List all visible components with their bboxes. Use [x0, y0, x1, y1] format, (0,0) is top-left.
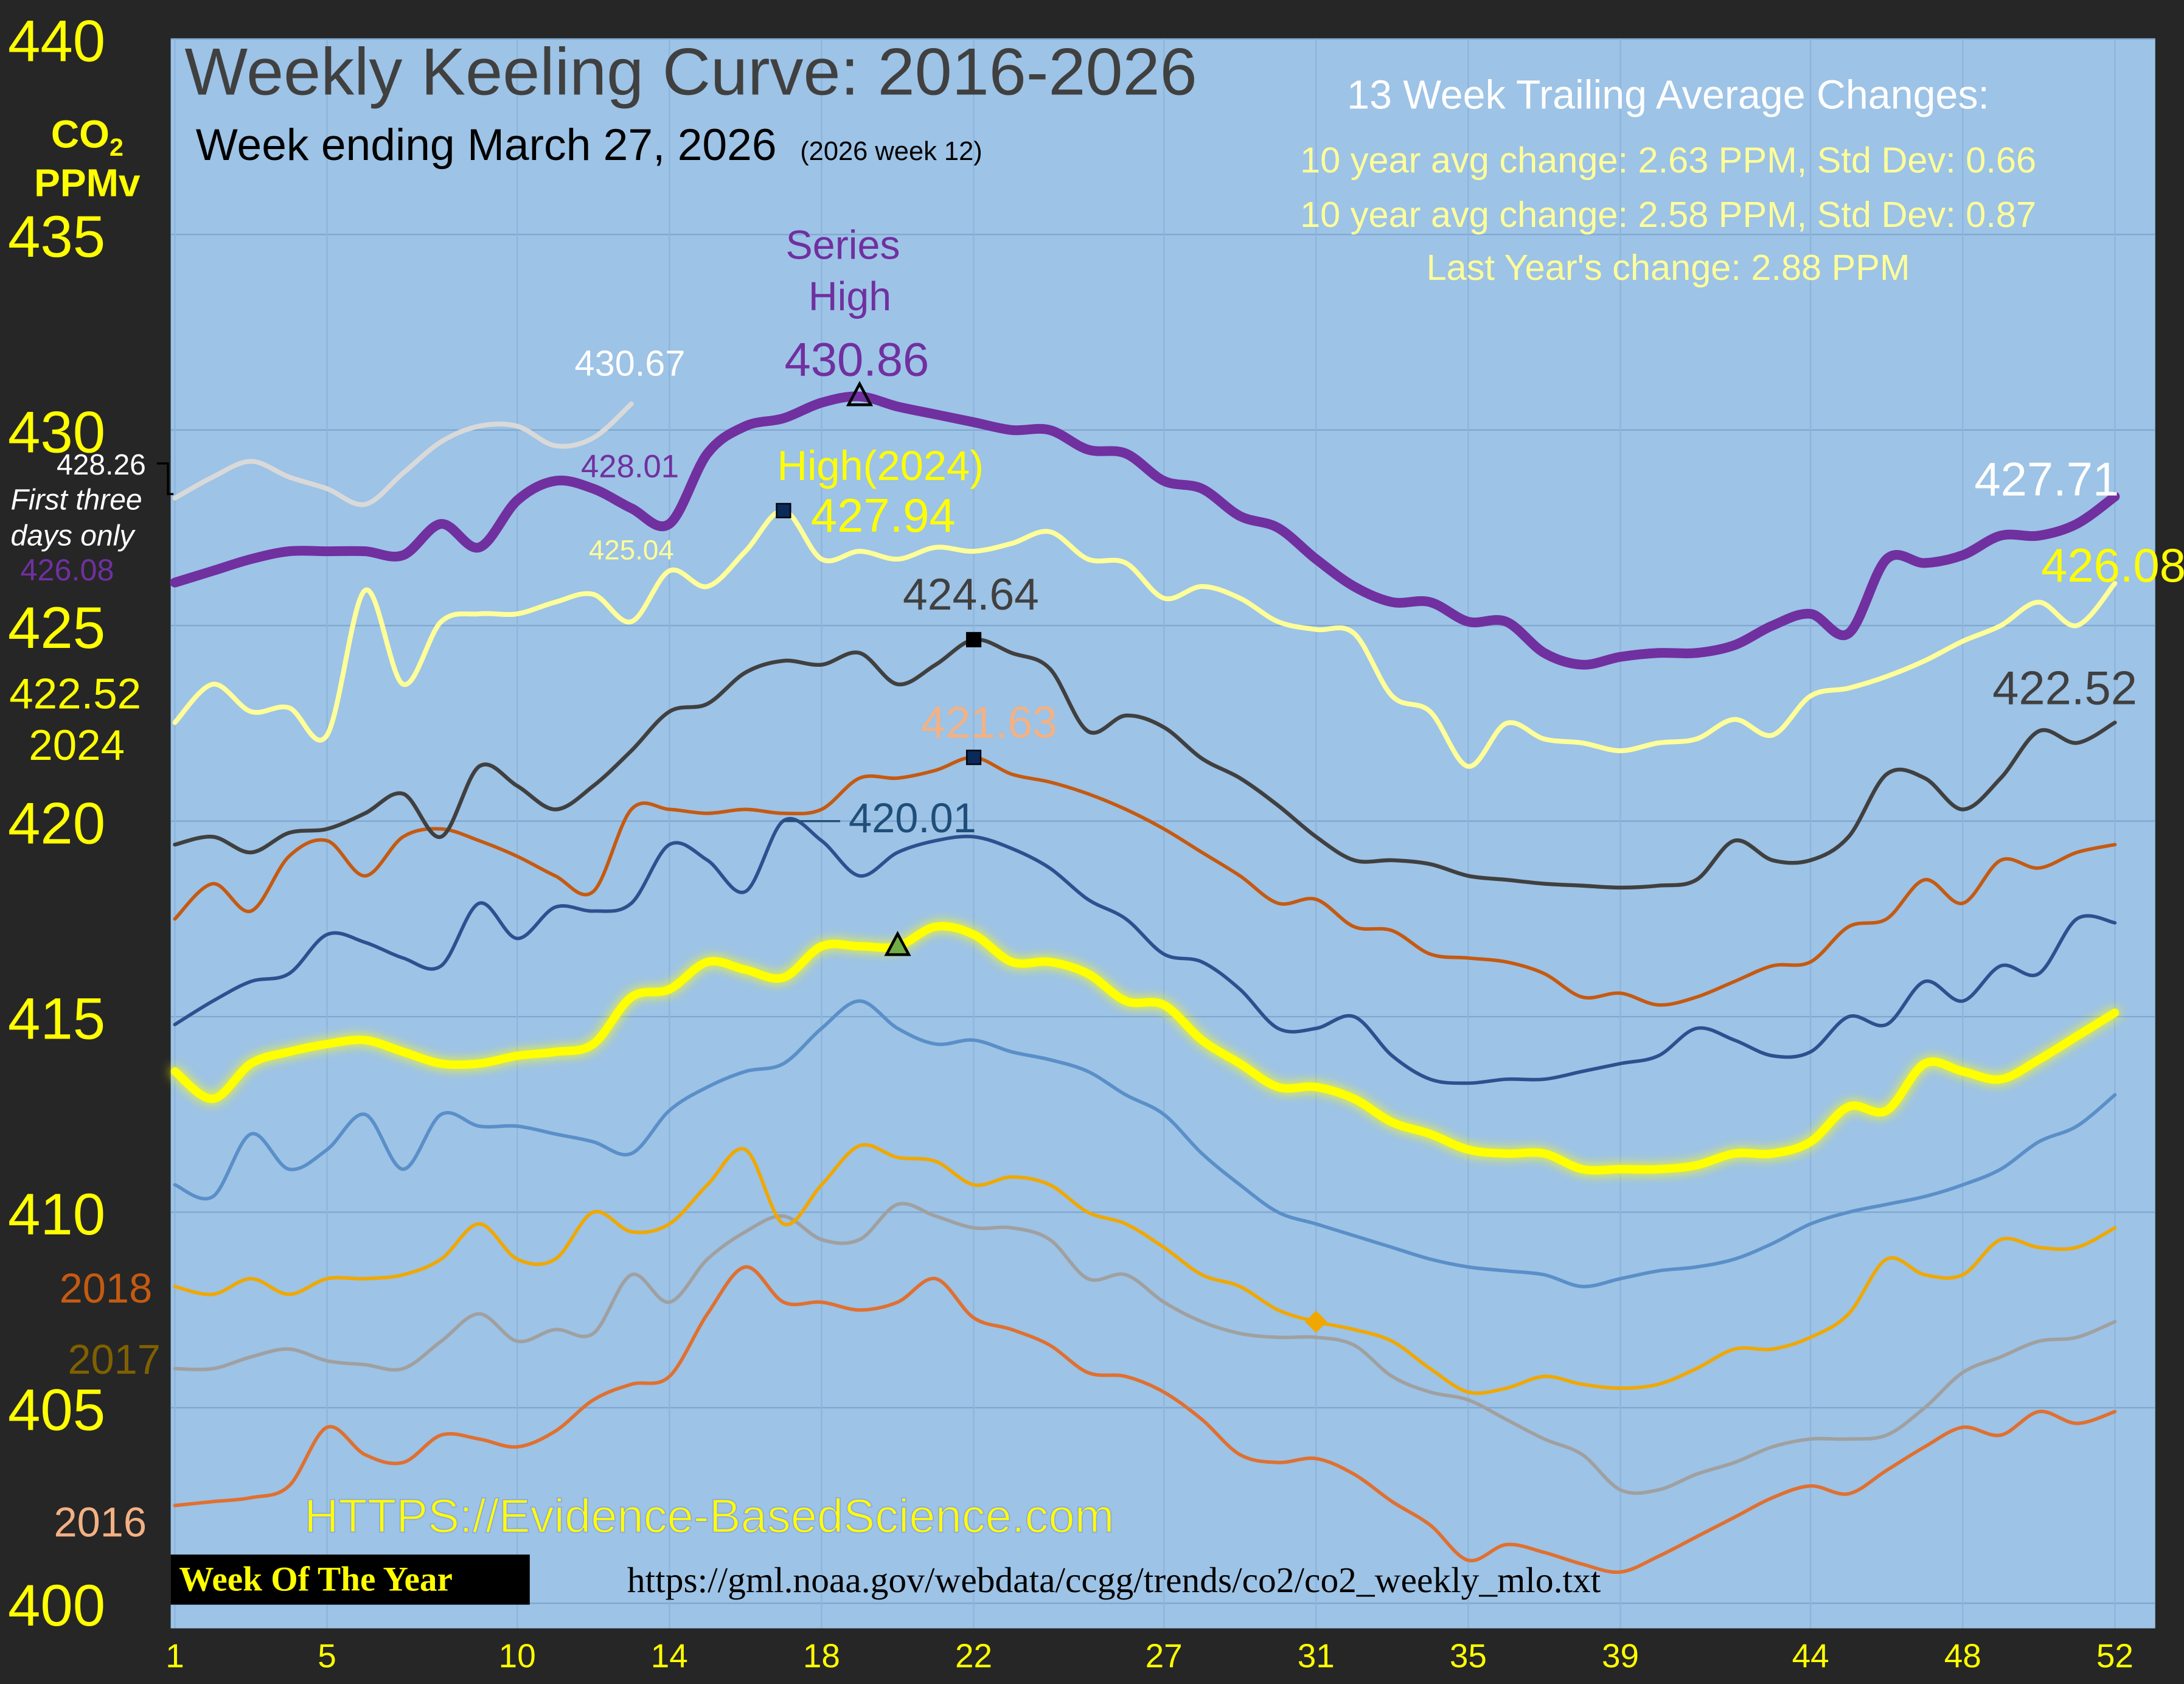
label-right-2024: 426.08 — [2041, 540, 2184, 592]
left-2017: 2017 — [68, 1336, 161, 1383]
x-tick-label: 14 — [651, 1637, 688, 1675]
x-tick-label: 1 — [165, 1637, 184, 1675]
ylabel-ppmv: PPMv — [34, 161, 141, 205]
y-tick-label: 430 — [8, 400, 105, 465]
x-tick-label: 5 — [318, 1637, 336, 1675]
subtitle-note: (2026 week 12) — [800, 137, 982, 166]
y-tick-label: 420 — [8, 791, 105, 856]
chart-title: Weekly Keeling Curve: 2016-2026 — [184, 35, 1197, 110]
series-line-2016 — [173, 1265, 2117, 1574]
series-lines — [170, 391, 2120, 1574]
left-2025-start: 426.08 — [21, 552, 114, 587]
label-2024-wk12: 425.04 — [589, 535, 674, 566]
series-line-2019 — [173, 999, 2117, 1289]
x-tick-label: 22 — [955, 1637, 992, 1675]
series-line-2024 — [172, 508, 2118, 769]
left-2016: 2016 — [54, 1499, 147, 1546]
left-2024-value: 422.52 — [9, 670, 141, 718]
y-tick-label: 405 — [8, 1378, 105, 1443]
x-tick-label: 31 — [1298, 1637, 1335, 1675]
series-line-2026 — [172, 401, 634, 507]
x-tick-label: 18 — [803, 1637, 840, 1675]
left-2018: 2018 — [60, 1265, 153, 1312]
x-tick-label: 39 — [1602, 1637, 1639, 1675]
x-tick-label: 44 — [1792, 1637, 1829, 1675]
series-line-2020 — [170, 922, 2120, 1175]
series-line-2025 — [170, 391, 2120, 670]
label-series-high-1: Series — [786, 223, 900, 268]
y-tick-label: 400 — [8, 1573, 105, 1638]
chart-subtitle: Week ending March 27, 2026 (2026 week 12… — [196, 120, 982, 170]
x-tick-label: 48 — [1944, 1637, 1981, 1675]
label-2022-high: 421.63 — [921, 697, 1057, 747]
stats-box: 13 Week Trailing Average Changes: 10 yea… — [1300, 72, 2036, 287]
x-axis-ticks: 1 5 10 14 18 22 27 31 35 39 44 48 52 — [165, 1637, 2134, 1675]
marker-2024-square — [776, 503, 791, 518]
left-note-2: days only — [11, 520, 136, 552]
leader-2026-start — [156, 462, 174, 495]
label-2021-high: 420.01 — [849, 795, 976, 841]
marker-2023-square — [965, 632, 982, 648]
stats-line-1: 10 year avg change: 2.63 PPM, Std Dev: 0… — [1300, 140, 2036, 181]
subtitle-text: Week ending March 27, 2026 — [196, 120, 777, 170]
ylabel-sub: 2 — [110, 133, 123, 161]
series-line-2022 — [173, 756, 2117, 1007]
series-line-2023 — [173, 637, 2117, 890]
stats-line-2: 10 year avg change: 2.58 PPM, Std Dev: 0… — [1300, 194, 2036, 235]
left-2024-year: 2024 — [29, 722, 125, 770]
x-tick-label: 27 — [1146, 1637, 1183, 1675]
y-tick-label: 415 — [8, 987, 105, 1052]
y-tick-label: 440 — [8, 9, 105, 74]
left-annotations: 428.26 First three days only 426.08 422.… — [9, 449, 161, 1545]
watermark: HTTPS://Evidence-BasedScience.com — [304, 1491, 1114, 1543]
marker-2020-triangle-filled — [884, 930, 911, 956]
label-series-high-value: 430.86 — [784, 334, 929, 386]
stats-line-3: Last Year's change: 2.88 PPM — [1427, 247, 1910, 288]
series-line-2021 — [173, 816, 2117, 1085]
series-line-2018 — [173, 1143, 2117, 1395]
left-2026-start: 428.26 — [57, 449, 146, 481]
label-series-high-2: High — [809, 274, 891, 319]
gridlines — [170, 38, 2155, 1629]
label-2025-wk12: 428.01 — [581, 449, 679, 485]
label-high-2024-value: 427.94 — [811, 490, 956, 542]
series-markers — [776, 381, 1327, 1333]
x-axis-label: Week Of The Year — [179, 1560, 453, 1599]
source-url: https://gml.noaa.gov/webdata/ccgg/trends… — [627, 1560, 1601, 1600]
label-right-2023: 422.52 — [1992, 663, 2137, 715]
plot-area — [170, 39, 2155, 1629]
xlabel-box — [170, 1554, 530, 1605]
y-tick-label: 410 — [8, 1182, 105, 1247]
x-tick-label: 35 — [1450, 1637, 1487, 1675]
label-2023-high: 424.64 — [903, 569, 1039, 619]
x-tick-label: 10 — [499, 1637, 536, 1675]
label-right-2025: 427.71 — [1974, 453, 2119, 506]
y-axis-title: CO2 PPMv — [34, 112, 141, 204]
label-high-2024: High(2024) — [777, 442, 984, 489]
y-axis-ticks: 440 435 430 425 420 415 410 405 400 — [8, 9, 105, 1638]
ylabel-co: CO — [51, 112, 110, 156]
series-line-2017 — [173, 1202, 2117, 1495]
y-tick-label: 425 — [8, 596, 105, 661]
left-note-1: First three — [11, 484, 142, 516]
y-tick-label: 435 — [8, 204, 105, 270]
stats-heading: 13 Week Trailing Average Changes: — [1347, 72, 1989, 117]
marker-2025-triangle-open — [846, 381, 874, 406]
annotations: 430.67 Series High 430.86 428.01 High(20… — [575, 223, 2184, 841]
svg-text:CO2: CO2 — [51, 112, 123, 161]
marker-2022-square — [965, 750, 982, 765]
x-tick-label: 52 — [2096, 1637, 2134, 1675]
label-2026-high: 430.67 — [575, 343, 686, 384]
